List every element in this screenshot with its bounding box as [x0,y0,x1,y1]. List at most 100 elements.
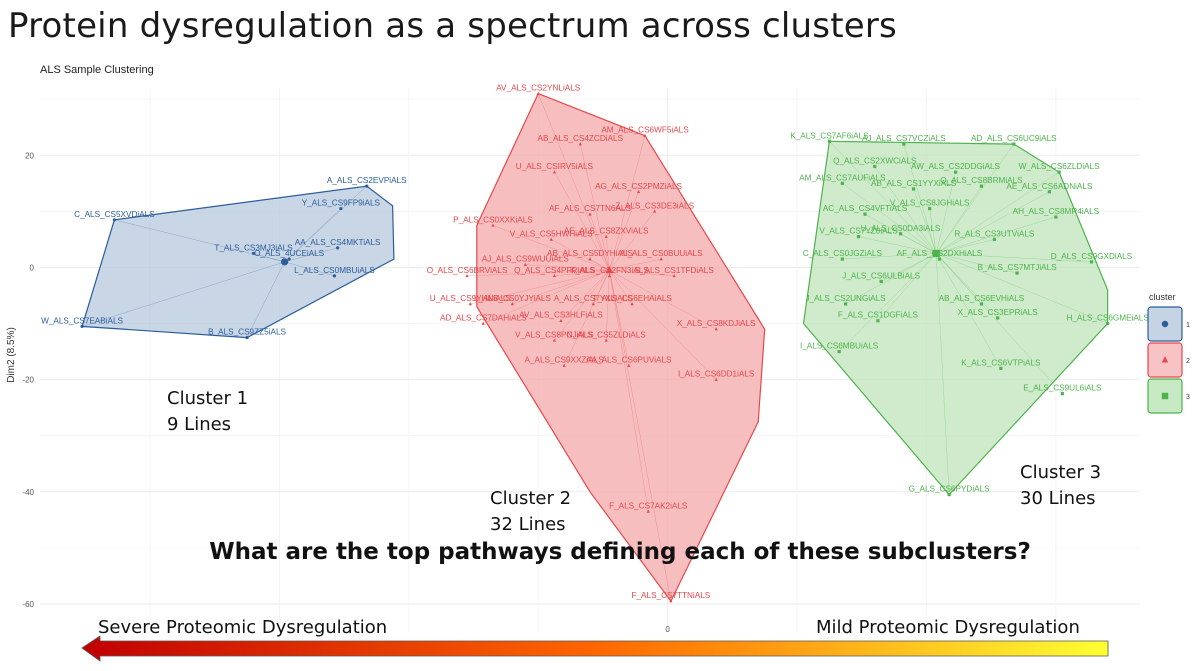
cluster-2-link [580,144,610,271]
cluster-3-point [999,366,1003,371]
cluster-1-point [365,184,369,188]
cluster-1-point [112,218,117,222]
cluster-2-point [536,91,540,95]
cluster-2-link [609,270,717,380]
cluster-2-point [465,273,469,278]
cluster-3-link [936,253,1063,394]
cluster-2-link [483,270,610,324]
cluster-3-link [874,166,937,254]
cluster-2-link [525,264,610,271]
cluster-2-link [606,236,610,271]
cluster-3-point-label: I_ALS_CS6MBUiALS [800,342,879,351]
cluster-3-point [1047,190,1052,194]
cluster-2-link [609,211,655,271]
cluster-3-point-label: C_ALS_CS0JGZiALS [803,249,883,258]
cluster-2-point-label: A_ALS_CS7YXLiALS [554,294,633,303]
cluster-3-point [840,181,844,185]
legend-label-3: 3 [1186,394,1190,401]
cluster-3-point-label: F_ALS_CS1DGFiALS [838,311,919,320]
cluster-1-point-label: O_ALS_4UCEiALS [254,249,325,258]
cluster-note-2-lines: 32 Lines [490,514,566,535]
cluster-3-point-label: AJ_ALS_CS7VCZiALS [862,134,946,143]
cluster-3-link [936,191,1050,254]
legend-label-1: 1 [1186,322,1190,329]
legend-marker-2 [1161,356,1169,363]
cluster-2-point [672,273,676,278]
cluster-3-point-label: AM_ALS_CS7AUFiALS [799,173,886,182]
cluster-3-point [947,492,951,497]
cluster-3-link [936,253,1018,274]
cluster-2-point [588,257,592,261]
cluster-2-link [609,270,629,366]
cluster-2-link [492,225,610,271]
cluster-2-point-label: I_ALS_CS6DD1iALS [678,370,755,379]
cluster-3-point [843,302,848,306]
y-tick-label: 20 [25,151,34,160]
cluster-3-point-label: AE_ALS_CS6ADNiALS [1006,182,1093,191]
chart-legend: cluster 1 2 3 [1147,292,1190,414]
cluster-1-centroid [280,258,289,266]
mild-dysregulation-label: Mild Proteomic Dysregulation [816,617,1080,638]
legend-label-2: 2 [1186,358,1190,365]
cluster-1-point-label: L_ALS_CS0MBUiALS [294,266,375,275]
cluster-2-link [551,239,610,271]
cluster-3-point [1012,142,1016,146]
cluster-1-point-label: W_ALS_CS7EABiALS [41,316,123,325]
cluster-2-point-label: AB_ALS_CS4ZCDiALS [538,134,624,143]
cluster-2-point-label: V_ALS_CS5HWHiALS [510,229,593,238]
cluster-2-point-label: F_ALS_CS7AK2iALS [609,501,688,510]
cluster-3-point-label: B_ALS_CS7MTJiALS [977,263,1057,272]
cluster-3-link [903,144,937,254]
cluster-2-point-label: P_ALS_CS0XXKiALS [453,215,533,224]
cluster-2-link [554,172,610,271]
cluster-1-point [332,274,337,278]
cluster-2-link [554,270,610,341]
cluster-2-point-label: AV_ALS_CS2YNLiALS [496,84,581,93]
cluster-1-point-label: A_ALS_CS2EVPiALS [327,176,407,185]
cluster-1-link [284,247,338,263]
cluster-3-point-label: D_ALS_CS9GXDiALS [1051,252,1133,261]
cluster-2-point-label: U_ALS_CSIRV5iALS [516,162,594,171]
cluster-3-point-label: K_ALS_CS6VTPiALS [961,358,1041,367]
cluster-3-link [929,208,937,254]
cluster-2-point-label: AD_ALS_CS7DAHiALS [440,314,527,323]
cluster-3-link [936,253,950,495]
cluster-note-1: Cluster 1 9 Lines [167,386,248,438]
cluster-3-point [902,142,906,146]
cluster-3-point-label: J_ALS_CS6ULBiALS [842,271,920,280]
cluster-2-point-label: AG_ALS_CS2PMZiALS [595,182,682,191]
cluster-2-point-label: V_ALS_CS8PCJiALS [515,330,594,339]
cluster-2-link [538,93,610,271]
cluster-3-link [845,253,937,305]
cluster-2-point [481,321,485,325]
cluster-3-point [873,164,877,169]
cluster-3-point-label: V_ALS_CS7YZ0iALS [819,227,898,236]
cluster-note-2-name: Cluster 2 [490,488,572,509]
cluster-hulls [81,92,1109,603]
cluster-2-point-label: S_ALS_CS1TFDiALS [635,266,715,275]
cluster-2-point [562,363,566,367]
cluster-2-centroid [605,265,614,274]
cluster-3-point-label: AD_ALS_CS6UC9iALS [971,134,1057,143]
cluster-3-link [936,253,1092,263]
cluster-2-point [578,142,582,146]
cluster-1-link [82,261,285,327]
cluster-2-link [609,270,672,602]
cluster-3-point-label: AW_ALS_CS2DDGiALS [911,162,1000,171]
cluster-3-link [829,141,937,254]
cluster-note-1-name: Cluster 1 [167,388,249,409]
cluster-2-point-label: AV_ALS_CS3HLFiALS [519,311,603,320]
cluster-2-point [604,234,608,238]
cluster-note-2: Cluster 2 32 Lines [490,486,571,538]
cluster-3-link [936,171,1060,254]
cluster-3-point-label: K_ALS_CS7AF6iALS [790,131,869,140]
cluster-1-point-label: T_ALS_CS3MJ3iALS [214,243,293,252]
cluster-3-link [900,233,937,254]
chart-axes: ALS Sample Clustering Dim2 (8.5%) [6,64,154,383]
cluster-1-link [114,219,285,263]
cluster-1-point [80,324,84,328]
cluster-2-point-label: AE_ALS_CS8ZXViALS [564,227,649,236]
dysregulation-arrow [81,635,1109,662]
x-tick-label: 0 [665,625,670,634]
